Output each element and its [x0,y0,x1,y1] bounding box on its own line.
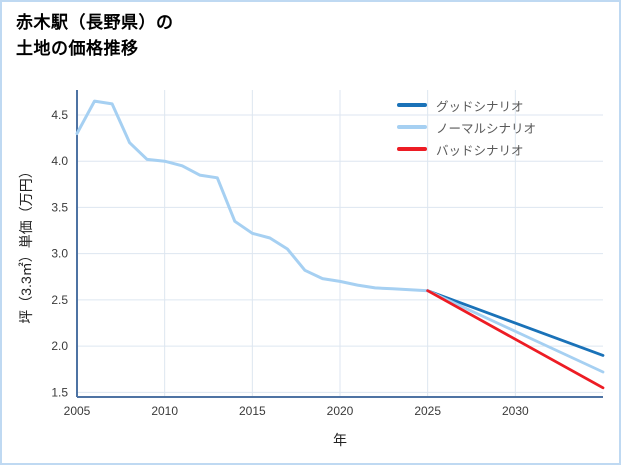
y-tick-label: 2.5 [51,293,68,307]
legend-label-bad-scenario: バッドシナリオ [436,143,524,158]
series-line-forecast-good [426,289,605,357]
y-axis-label: 坪（3.3㎡）単価（万円） [18,164,34,324]
y-tick-label: 3.0 [51,247,68,261]
x-tick-label: 2020 [327,404,354,418]
legend: グッドシナリオ ノーマルシナリオ バッドシナリオ [397,94,536,160]
y-tick-label: 1.5 [51,385,68,399]
x-tick-label: 2030 [502,404,529,418]
series-line-forecast-normal [426,289,605,374]
x-tick-label: 2010 [151,404,178,418]
axes [76,90,603,398]
legend-item-good-scenario: グッドシナリオ [397,94,536,116]
legend-swatch-normal-scenario [397,125,427,129]
tick-labels: 2005 2010 2015 2020 2025 2030 1.5 2.0 2.5 3.0 3.5 4… [51,108,529,418]
x-tick-label: 2005 [64,404,91,418]
x-tick-label: 2025 [414,404,441,418]
legend-label-normal-scenario: ノーマルシナリオ [436,121,537,136]
legend-item-normal-scenario: ノーマルシナリオ [397,116,536,138]
series-line-history [75,99,430,293]
legend-item-bad-scenario: バッドシナリオ [397,138,536,160]
x-axis-label: 年 [333,432,347,448]
legend-label-good-scenario: グッドシナリオ [436,99,524,114]
y-tick-label: 3.5 [51,200,68,214]
chart-title: 赤木駅（長野県）の 土地の価格推移 [16,10,174,61]
x-tick-label: 2015 [239,404,266,418]
y-tick-label: 4.0 [51,154,68,168]
y-tick-label: 4.5 [51,108,68,122]
gridlines [76,90,603,397]
legend-swatch-bad-scenario [397,147,427,151]
y-tick-label: 2.0 [51,339,68,353]
series-lines [75,99,605,390]
series-line-forecast-bad [426,289,605,390]
chart-title-line2: 土地の価格推移 [16,38,139,58]
legend-swatch-good-scenario [397,103,427,107]
chart-title-line1: 赤木駅（長野県）の [16,13,174,32]
